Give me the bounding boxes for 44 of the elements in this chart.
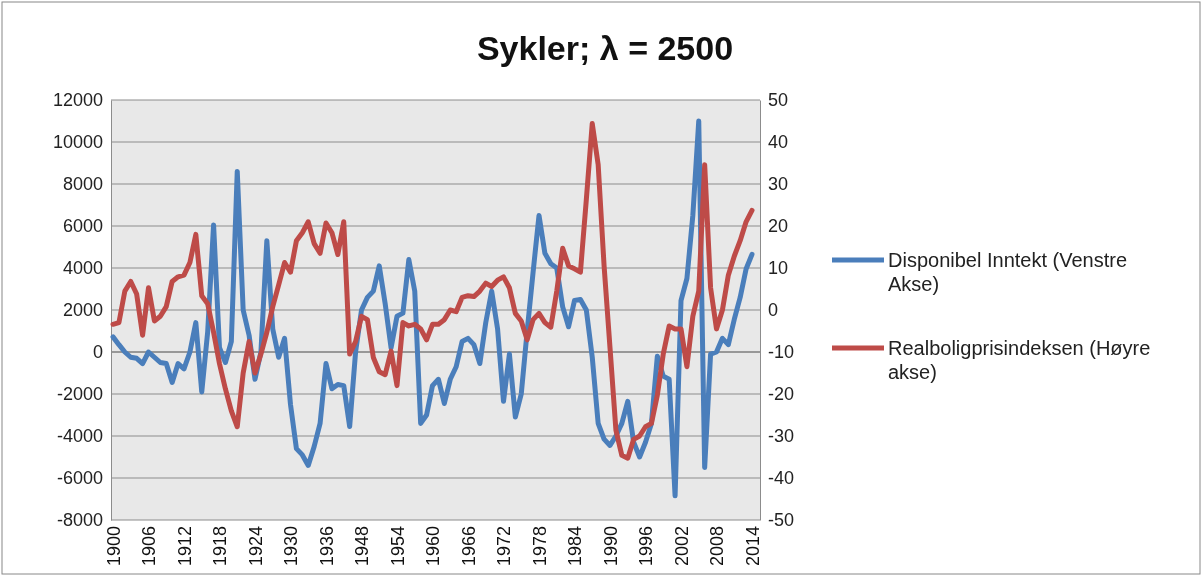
y2-tick-label: 0 <box>768 300 779 321</box>
y2-tick-label: 30 <box>768 174 789 195</box>
x-tick-label: 2014 <box>742 526 763 567</box>
x-tick-label: 1912 <box>174 526 195 567</box>
x-tick-label: 1954 <box>387 526 408 567</box>
y2-tick-label: -30 <box>768 426 795 447</box>
x-tick-label: 1918 <box>210 526 231 567</box>
x-tick-label: 1924 <box>245 526 266 567</box>
y-tick-label: 4000 <box>62 258 103 279</box>
y-tick-label: 0 <box>92 342 103 363</box>
y-tick-label: 6000 <box>62 216 103 237</box>
x-tick-label: 1930 <box>281 526 302 567</box>
legend-label: Disponibel Inntekt (Venstre Akse) <box>888 249 1128 295</box>
x-tick-label: 1990 <box>600 526 621 567</box>
x-tick-label: 1966 <box>458 526 479 567</box>
y2-tick-label: -40 <box>768 468 795 489</box>
y2-tick-label: 40 <box>768 132 789 153</box>
y-tick-label: 10000 <box>52 132 103 153</box>
y-tick-label: -8000 <box>56 510 103 531</box>
y-tick-label: 8000 <box>62 174 103 195</box>
y2-tick-label: -50 <box>768 510 795 531</box>
y2-tick-label: -20 <box>768 384 795 405</box>
x-tick-label: 1948 <box>352 526 373 567</box>
x-tick-label: 2008 <box>707 526 728 567</box>
x-tick-label: 1936 <box>316 526 337 567</box>
y-tick-label: -6000 <box>56 468 103 489</box>
y-tick-label: 2000 <box>62 300 103 321</box>
chart-title: Sykler; λ = 2500 <box>476 29 734 67</box>
y2-tick-label: 20 <box>768 216 789 237</box>
x-tick-label: 2002 <box>671 526 692 567</box>
legend-label: Realboligprisindeksen (Høyre akse) <box>888 337 1151 383</box>
y-tick-label: -2000 <box>56 384 103 405</box>
y2-tick-label: -10 <box>768 342 795 363</box>
x-tick-label: 1900 <box>103 526 124 567</box>
y-tick-label: 12000 <box>52 90 103 111</box>
x-tick-label: 1996 <box>636 526 657 567</box>
x-tick-label: 1960 <box>423 526 444 567</box>
y2-tick-label: 10 <box>768 258 789 279</box>
x-tick-label: 1972 <box>494 526 515 567</box>
x-tick-label: 1906 <box>139 526 160 567</box>
x-tick-label: 1984 <box>565 526 586 567</box>
y2-tick-label: 50 <box>768 90 789 111</box>
x-tick-label: 1978 <box>529 526 550 567</box>
y-tick-label: -4000 <box>56 426 103 447</box>
